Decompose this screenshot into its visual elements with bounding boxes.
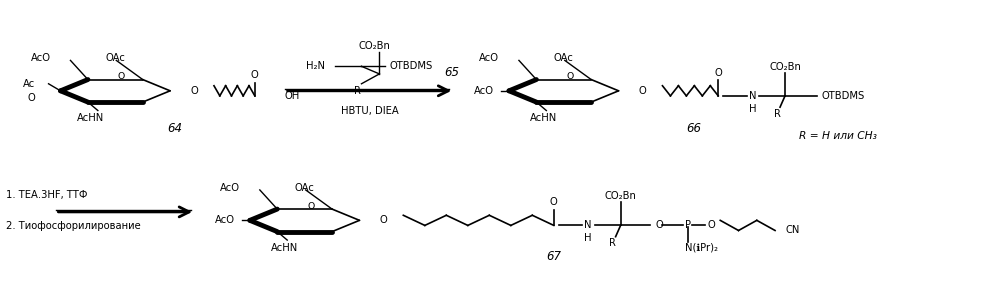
Text: O: O xyxy=(639,86,647,96)
Text: R: R xyxy=(609,238,616,248)
Text: OAc: OAc xyxy=(106,53,125,63)
Text: R: R xyxy=(354,86,361,96)
Text: AcO: AcO xyxy=(479,53,499,63)
Text: AcO: AcO xyxy=(215,215,235,225)
Text: OTBDMS: OTBDMS xyxy=(389,61,432,71)
Text: CN: CN xyxy=(785,226,799,235)
Text: O: O xyxy=(250,70,258,80)
Text: OAc: OAc xyxy=(554,53,574,63)
Text: H: H xyxy=(749,104,756,113)
Text: 64: 64 xyxy=(168,122,183,135)
Text: OAc: OAc xyxy=(294,183,314,193)
Text: H₂N: H₂N xyxy=(305,61,324,71)
Text: OH: OH xyxy=(284,91,300,101)
Text: AcO: AcO xyxy=(474,86,494,96)
Text: Ac: Ac xyxy=(23,79,36,89)
Text: O: O xyxy=(118,72,125,81)
Text: 2. Тиофосфорилирование: 2. Тиофосфорилирование xyxy=(6,221,141,231)
Text: O: O xyxy=(28,93,36,103)
Text: O: O xyxy=(191,86,198,96)
Text: CO₂Bn: CO₂Bn xyxy=(605,192,637,201)
Text: 65: 65 xyxy=(444,66,459,79)
Text: HBTU, DIEA: HBTU, DIEA xyxy=(340,106,398,115)
Text: AcHN: AcHN xyxy=(271,243,298,253)
Text: N: N xyxy=(749,91,756,101)
Text: AcO: AcO xyxy=(220,183,240,193)
Text: AcHN: AcHN xyxy=(77,113,104,123)
Text: H: H xyxy=(584,233,591,243)
Text: N: N xyxy=(584,220,591,230)
Text: P: P xyxy=(686,220,692,230)
Text: O: O xyxy=(550,197,558,207)
Text: 67: 67 xyxy=(546,250,561,263)
Text: R = H или CH₃: R = H или CH₃ xyxy=(799,131,877,141)
Text: O: O xyxy=(379,215,387,225)
Text: CO₂Bn: CO₂Bn xyxy=(769,62,801,72)
Text: CO₂Bn: CO₂Bn xyxy=(358,41,390,52)
Text: OTBDMS: OTBDMS xyxy=(822,91,865,101)
Text: AcHN: AcHN xyxy=(530,113,558,123)
Text: R: R xyxy=(773,109,780,119)
Text: AcO: AcO xyxy=(31,53,51,63)
Text: O: O xyxy=(708,220,715,230)
Text: O: O xyxy=(656,220,664,230)
Text: O: O xyxy=(715,68,723,78)
Text: O: O xyxy=(307,202,314,211)
Text: O: O xyxy=(566,72,574,81)
Text: 1. ТЕА.3НF, ТТФ: 1. ТЕА.3НF, ТТФ xyxy=(6,190,87,200)
Text: 66: 66 xyxy=(686,122,701,135)
Text: N(ℹPr)₂: N(ℹPr)₂ xyxy=(686,243,719,253)
